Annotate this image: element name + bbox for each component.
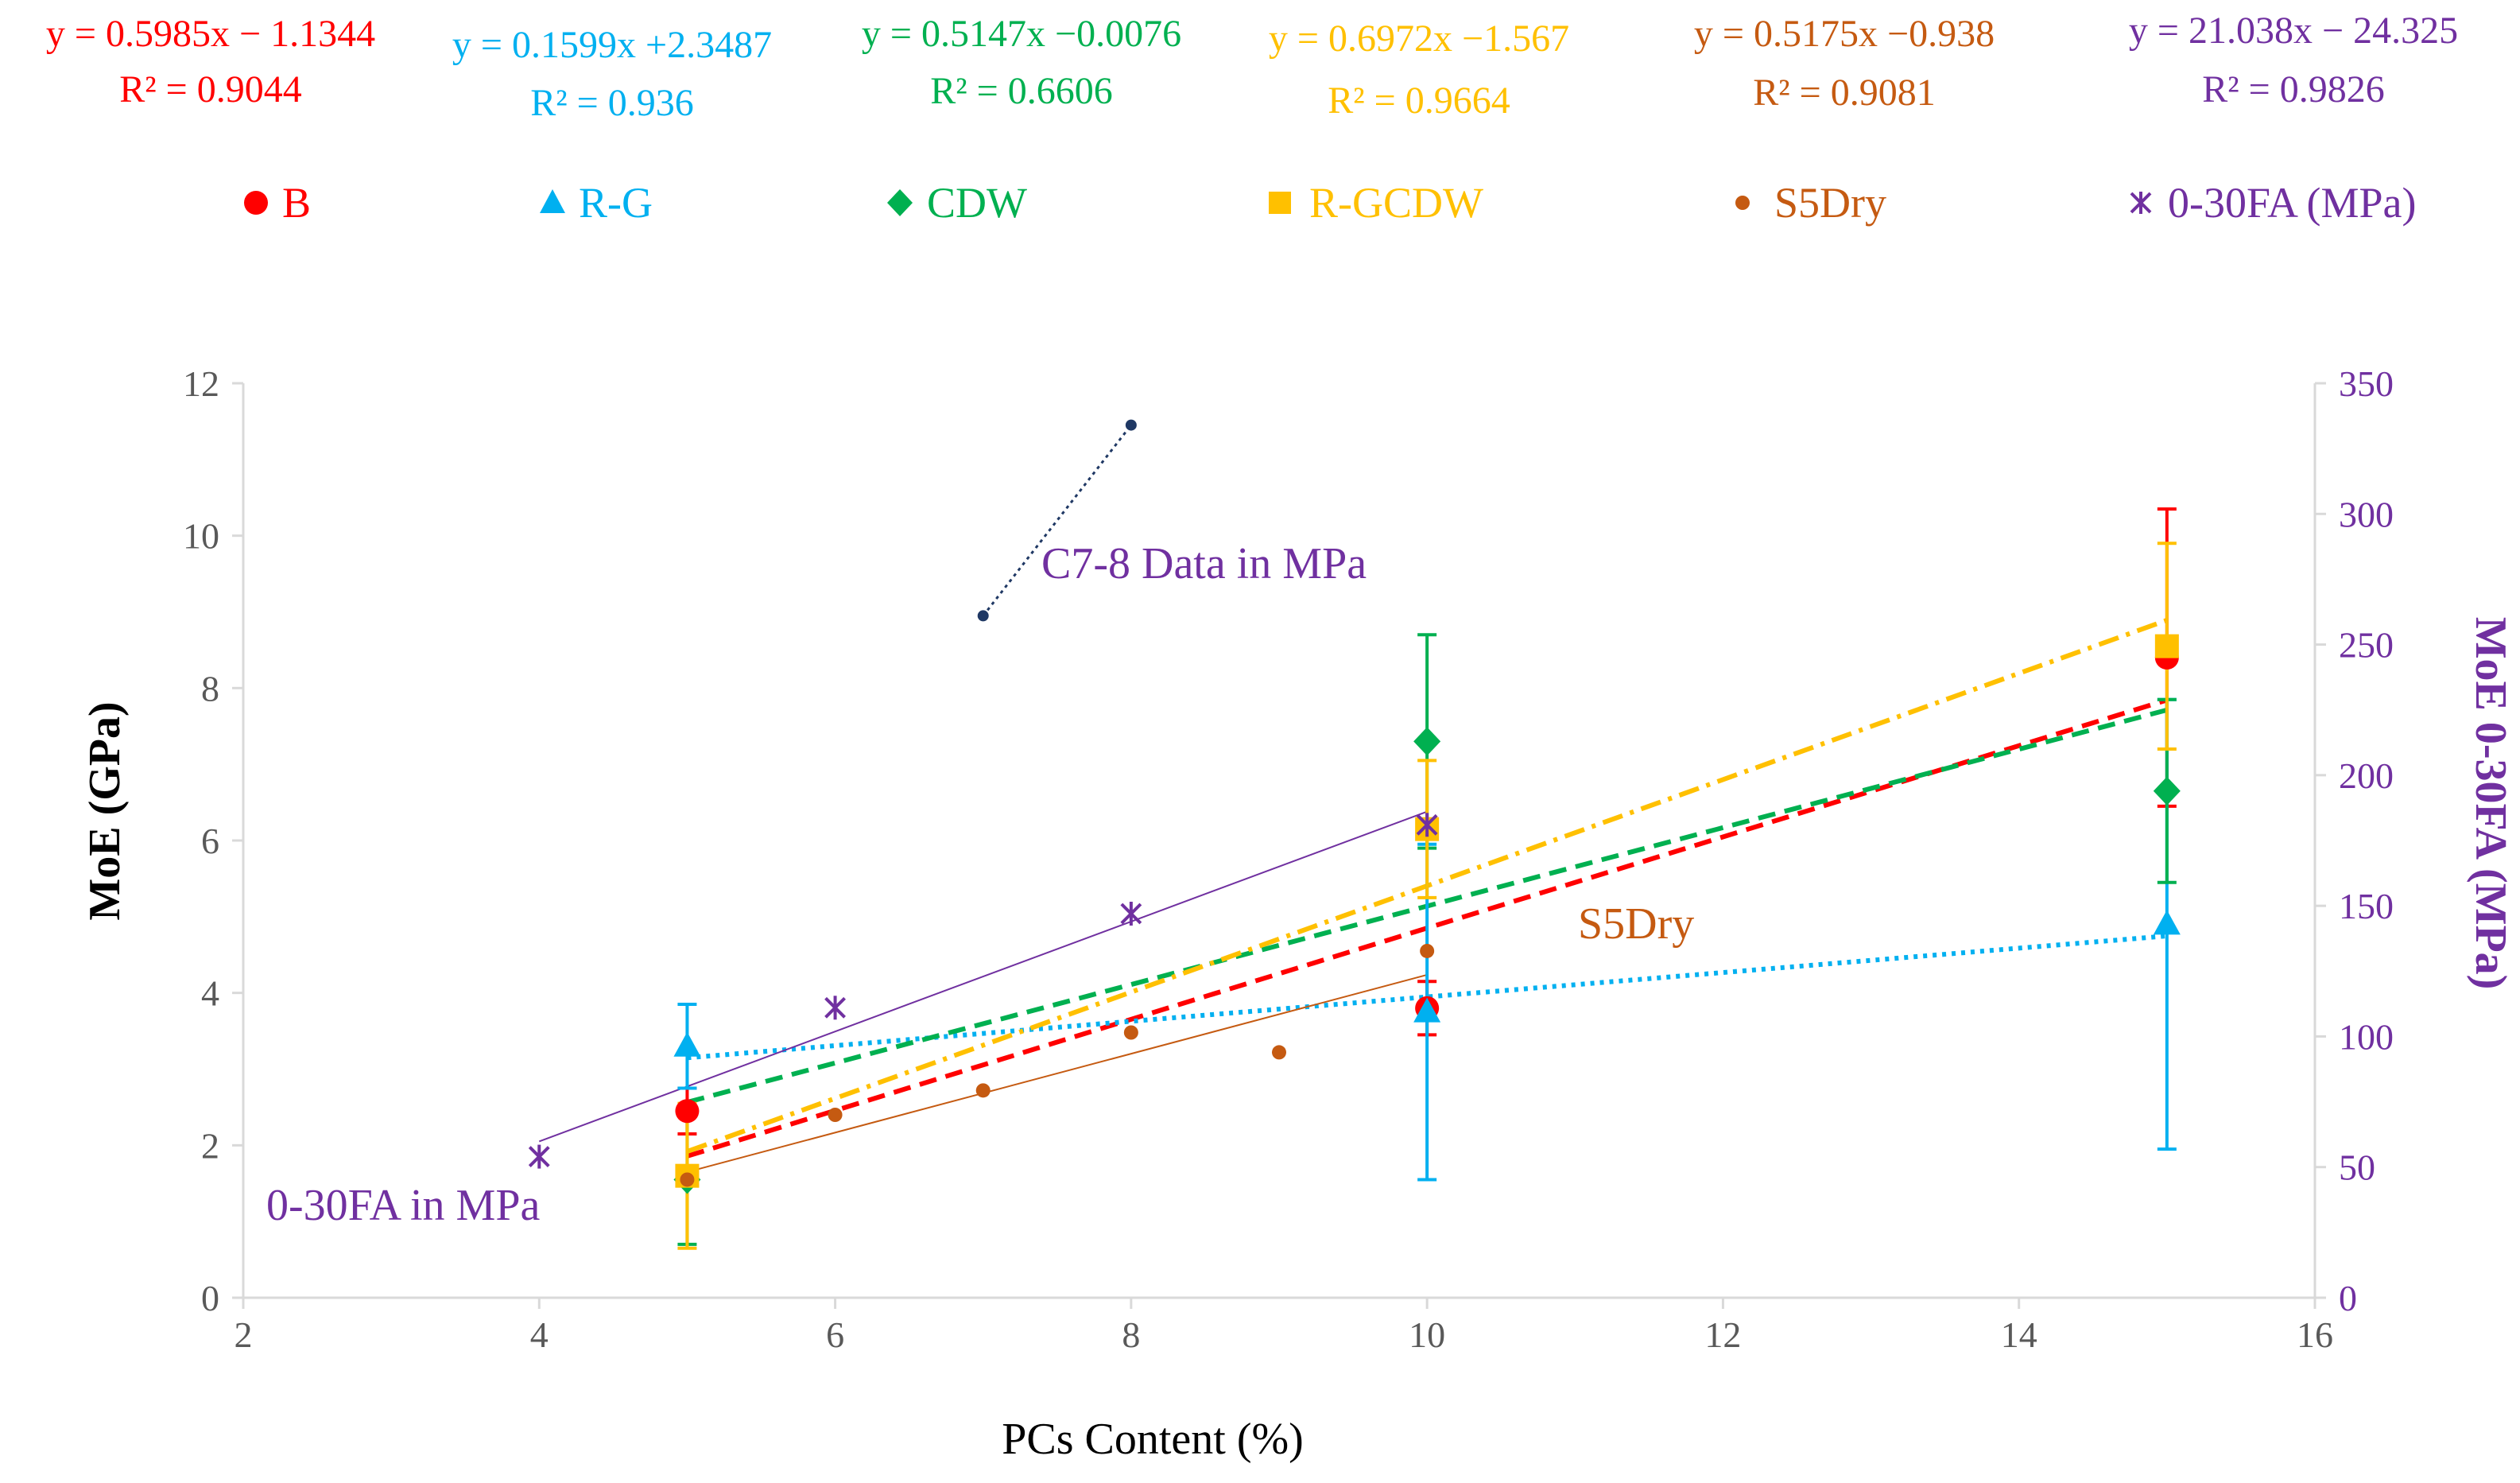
point-s5dry: [1272, 1045, 1286, 1060]
x-tick-label: 10: [1409, 1314, 1445, 1355]
y2-tick-label: 200: [2339, 755, 2394, 796]
annotation-030fa: 0-30FA in MPa: [266, 1181, 540, 1230]
legend-marker-s5dry: [1735, 196, 1750, 210]
y2-axis-title: MoE 0-30FA (MPa): [2466, 617, 2515, 990]
point-cdw: [1413, 727, 1441, 756]
y2-tick-label: 50: [2339, 1147, 2375, 1188]
legend-marker-cdw: [887, 189, 913, 216]
point-r-gcdw: [2154, 634, 2179, 658]
point-s5dry: [975, 1083, 991, 1098]
legend-marker-030fa: [2130, 192, 2152, 214]
y-tick-label: 4: [201, 973, 219, 1014]
y-tick-label: 10: [183, 516, 219, 557]
x-tick-label: 14: [2001, 1314, 2037, 1355]
x-tick-label: 12: [1704, 1314, 1741, 1355]
legend-marker-rg: [540, 189, 565, 213]
r2-030fa: R² = 0.9826: [2202, 68, 2384, 111]
y2-tick-label: 250: [2339, 625, 2394, 666]
y-tick-label: 2: [201, 1125, 219, 1166]
point-s5dry: [680, 1172, 695, 1187]
point-0-30fa-mpa: [824, 996, 846, 1020]
y-tick-label: 8: [201, 668, 219, 709]
error-bars: [677, 507, 2177, 1250]
equation-b: y = 0.5985x − 1.1344: [46, 13, 375, 55]
r2-rgcdw: R² = 0.9664: [1328, 80, 1510, 122]
point-c7-8: [1125, 419, 1137, 431]
annotation-c78: C7-8 Data in MPa: [1041, 539, 1367, 588]
equation-s5dry: y = 0.5175x −0.938: [1694, 13, 1995, 55]
point-r-g: [673, 1031, 701, 1057]
point-r-g: [1413, 997, 1441, 1023]
point-cdw: [2153, 776, 2181, 806]
equation-cdw: y = 0.5147x −0.0076: [862, 13, 1181, 55]
trendlines: [538, 424, 2168, 1173]
legend: B R-G CDW R-GCDW S5Dry 0-30FA (MPa): [244, 179, 2417, 227]
point-s5dry: [1420, 943, 1435, 958]
y-ticks: 0 2 4 6 8 10 12: [183, 363, 243, 1318]
y-tick-label: 0: [201, 1278, 219, 1318]
x-tick-label: 6: [826, 1314, 844, 1355]
equations: y = 0.5985x − 1.1344 R² = 0.9044 y = 0.1…: [46, 10, 2458, 124]
legend-label-b: B: [282, 179, 311, 227]
point-s5dry: [1123, 1025, 1138, 1040]
y-tick-label: 6: [201, 821, 219, 861]
r2-s5dry: R² = 0.9081: [1753, 72, 1935, 114]
annotation-s5dry: S5Dry: [1578, 899, 1694, 949]
point-c7-8: [977, 610, 989, 622]
point-r-g: [2153, 910, 2181, 935]
legend-label-030fa: 0-30FA (MPa): [2168, 179, 2417, 227]
r2-cdw: R² = 0.6606: [930, 70, 1112, 112]
legend-label-rg: R-G: [579, 179, 653, 227]
y2-tick-label: 150: [2339, 886, 2394, 926]
y2-tick-label: 300: [2339, 494, 2394, 534]
x-axis-title: PCs Content (%): [1002, 1415, 1304, 1464]
legend-label-rgcdw: R-GCDW: [1309, 179, 1483, 227]
x-ticks: 2 4 6 8 10 12 14 16: [235, 1298, 2333, 1355]
y-tick-label: 12: [183, 363, 219, 404]
trendline-s5dry: [687, 973, 1428, 1173]
r2-rg: R² = 0.936: [530, 82, 693, 124]
x-tick-label: 8: [1122, 1314, 1140, 1355]
y2-tick-label: 350: [2339, 363, 2394, 404]
equation-030fa: y = 21.038x − 24.325: [2129, 10, 2458, 52]
trendline-c7-8: [982, 424, 1133, 617]
y2-tick-label: 100: [2339, 1016, 2394, 1057]
equation-rg: y = 0.1599x +2.3487: [452, 24, 772, 66]
legend-label-s5dry: S5Dry: [1774, 179, 1886, 227]
point-0-30fa-mpa: [1120, 902, 1142, 926]
y2-ticks: 0 50 100 150 200 250 300 350: [2315, 363, 2394, 1318]
point-0-30fa-mpa: [528, 1144, 550, 1169]
point-0-30fa-mpa: [1416, 813, 1438, 837]
legend-marker-rgcdw: [1269, 192, 1291, 214]
point-s5dry: [828, 1108, 843, 1122]
x-tick-label: 16: [2297, 1314, 2333, 1355]
legend-marker-b: [244, 191, 268, 215]
y2-tick-label: 0: [2339, 1278, 2357, 1318]
legend-label-cdw: CDW: [927, 179, 1027, 227]
y-axis-title: MoE (GPa): [80, 701, 130, 920]
r2-b: R² = 0.9044: [119, 68, 301, 111]
x-tick-label: 2: [235, 1314, 253, 1355]
data-points: [528, 419, 2181, 1194]
point-b: [675, 1099, 700, 1124]
equation-rgcdw: y = 0.6972x −1.567: [1269, 17, 1569, 60]
x-tick-label: 4: [530, 1314, 549, 1355]
